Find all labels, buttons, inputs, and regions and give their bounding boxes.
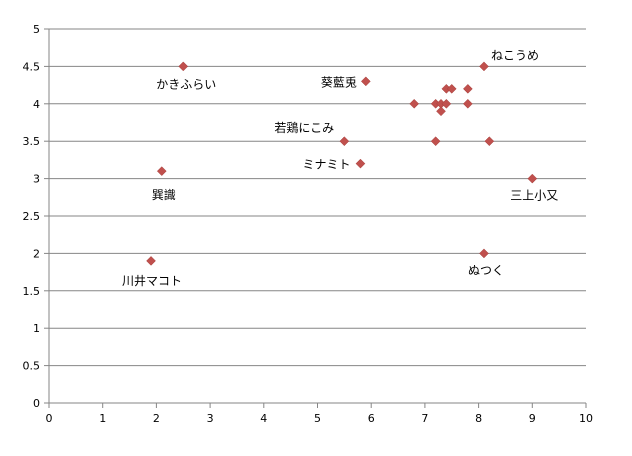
point-label: かきふらい: [156, 77, 216, 91]
y-tick-label: 1: [33, 322, 40, 335]
y-tick-label: 5: [33, 23, 40, 36]
scatter-point: [463, 83, 473, 94]
x-tick-label: 7: [421, 412, 428, 425]
x-tick-labels: 0 1 2 3 4 5 6 7 8 9 10: [46, 412, 594, 425]
scatter-point: [479, 61, 489, 72]
scatter-point: [156, 166, 167, 176]
x-tick-label: 0: [46, 412, 53, 425]
point-label: 三上小又: [510, 189, 558, 203]
scatter-point: [463, 98, 473, 109]
scatter-point: [479, 248, 489, 259]
x-tick-label: 5: [314, 412, 321, 425]
x-tick-label: 3: [207, 412, 214, 425]
point-label: 巽識: [152, 188, 176, 202]
y-tick-label: 0.5: [23, 360, 41, 373]
point-label: 川井マコト: [122, 274, 182, 288]
point-label: ミナミト: [302, 158, 350, 172]
y-tick-label: 3.5: [23, 135, 41, 148]
y-tick-label: 4: [33, 98, 40, 111]
point-label: ぬつく: [468, 263, 504, 277]
y-tick-label: 3: [33, 173, 40, 186]
point-label: ねこうめ: [491, 48, 539, 62]
scatter-point: [484, 136, 495, 147]
x-tick-label: 2: [153, 412, 160, 425]
scatter-point: [436, 106, 446, 117]
y-tick-label: 2.5: [23, 210, 41, 223]
point-label: 若鶏にこみ: [274, 121, 334, 135]
y-tick-labels: 0 0.5 1 1.5 2 2.5 3 3.5 4 4.5 5: [23, 23, 41, 410]
scatter-point: [360, 76, 371, 87]
x-tick-label: 9: [529, 412, 536, 425]
x-tick-label: 8: [475, 412, 482, 425]
scatter-point: [178, 61, 189, 72]
y-tick-label: 4.5: [23, 60, 41, 73]
x-tick-label: 1: [99, 412, 106, 425]
scatter-point: [355, 158, 366, 169]
data-points: [146, 61, 538, 266]
x-tick-label: 4: [260, 412, 267, 425]
point-label: 葵藍兎: [321, 75, 357, 89]
y-tick-label: 0: [33, 397, 40, 410]
scatter-point: [430, 136, 441, 147]
x-tick-label: 10: [579, 412, 593, 425]
axes: [44, 28, 587, 408]
y-tick-label: 2: [33, 247, 40, 260]
gridlines: [49, 28, 586, 367]
scatter-point: [441, 98, 452, 109]
x-tick-label: 6: [368, 412, 375, 425]
scatter-point: [146, 256, 156, 266]
y-tick-label: 1.5: [23, 285, 41, 298]
scatter-point: [446, 83, 457, 94]
scatter-point: [527, 173, 538, 184]
scatter-point: [409, 98, 420, 109]
scatter-point: [339, 136, 350, 147]
